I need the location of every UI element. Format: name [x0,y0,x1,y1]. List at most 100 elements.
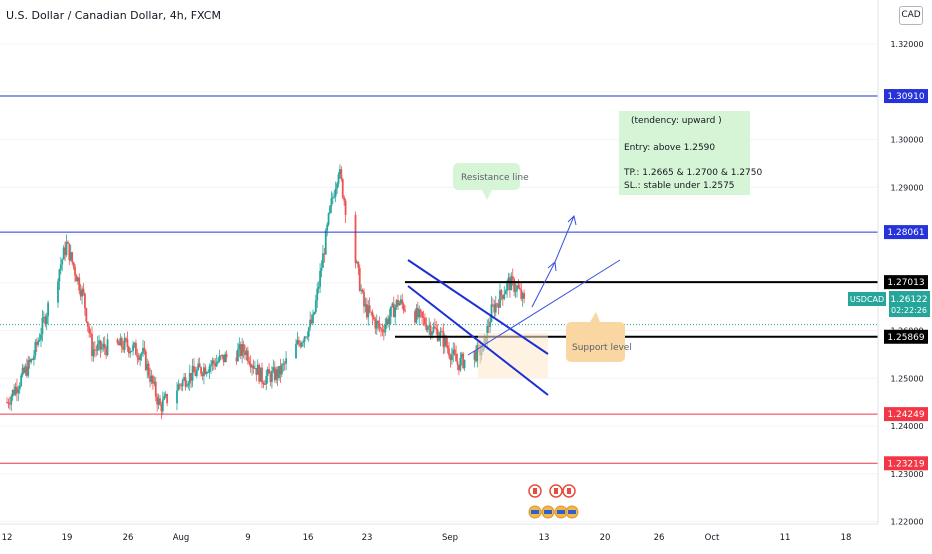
candle-body [356,261,358,263]
candle-body [13,389,15,395]
candle-body [354,214,357,263]
trend-drawings [407,215,621,396]
current-price-value: 1.26122 [890,295,927,305]
candle-body [414,311,416,323]
time-tick-label: 20 [600,533,611,543]
candle-body [438,338,440,341]
candle-body [144,351,147,371]
resistance-callout[interactable]: Resistance line [453,163,529,200]
candle-body [265,375,268,385]
candle-body [357,261,360,268]
candle-body [241,344,244,356]
candle-body [489,321,491,327]
candle-body [433,326,436,329]
candle-body [156,396,159,405]
candle-body [225,354,228,358]
candle-body [516,285,518,291]
candle-body [313,312,316,315]
candle-body [197,363,200,370]
candle-body [429,325,432,336]
candle-body [511,276,514,280]
candle-body [323,253,326,255]
candle-body [93,349,96,351]
candle-body [136,355,139,358]
level-tag-label: 1.25869 [887,333,924,343]
time-tick-label: 9 [245,533,250,543]
candle-body [518,287,521,290]
level-tag [884,407,928,422]
candle-body [426,327,429,331]
candle-body [523,293,525,299]
candle-body [394,307,397,318]
candle-body [184,377,187,387]
candle-body [89,333,92,335]
candle-body [246,350,249,362]
canada-flag-icon-mark [567,488,571,494]
candle-body [280,364,283,375]
projection-arrow-2 [554,215,575,263]
candle-body [27,359,30,376]
economic-events[interactable] [528,484,579,519]
candle-body [449,355,452,361]
candle-body [25,366,28,376]
time-axis[interactable]: 12 19 26 Aug 9 16 23 Sep 13 20 26 Oct 11 18 [2,533,852,543]
candle-body [327,213,330,225]
projection-arrow-1 [531,261,556,308]
candle-body [34,341,37,356]
ascending-trend-line [467,259,621,356]
candle-body [299,343,302,347]
candle-body [322,253,324,268]
symbol-tag [848,292,886,306]
candle-body [387,318,389,325]
candle-body [360,289,363,291]
candle-body [256,364,259,375]
candle-body [82,288,85,294]
candle-body [263,384,266,386]
candle-body [442,331,445,347]
candle-body [418,309,421,318]
candle-body [78,277,81,291]
candle-body [23,367,25,373]
candle-body [361,289,364,292]
candle-body [237,349,239,362]
candle-body [330,198,333,207]
candle-body [95,349,98,351]
candle-body [41,317,44,335]
candle-body [435,328,438,330]
candle-body [343,197,346,201]
candle-body [35,341,38,345]
candle-body [208,366,211,372]
candle-body [152,375,154,384]
candle-body [143,347,146,352]
candle-body [450,354,453,361]
price-tick-label: 1.23000 [890,470,923,479]
price-axis-level-labels: 1.30910 1.28061 1.27013 1.25869 1.24249 1.232… [884,89,928,471]
candle-body [166,394,168,404]
candle-body [98,340,100,345]
support-callout[interactable]: Support level [566,312,632,362]
candle-body [190,373,193,381]
candle-body [316,288,319,301]
analysis-note[interactable]: (tendency: upward ) Entry: above 1.2590 … [619,111,763,195]
candle-body [157,398,160,405]
candle-body [399,299,402,304]
canada-flag-icon-mark [533,488,537,494]
candle-body [252,365,255,369]
candle-body [28,359,31,363]
candle-body [74,266,76,276]
candle-body [120,337,123,348]
candle-body [285,358,287,364]
price-tick-label: 1.32000 [890,40,923,49]
candle-body [96,344,99,351]
candle-body [76,277,79,282]
candle-body [436,329,439,341]
candle-body [378,323,381,329]
candle-body [476,344,479,362]
candle-body [371,312,374,318]
candle-body [381,329,384,332]
candle-body [187,383,190,386]
candle-body [92,349,95,356]
currency-button[interactable]: CAD [899,6,923,25]
